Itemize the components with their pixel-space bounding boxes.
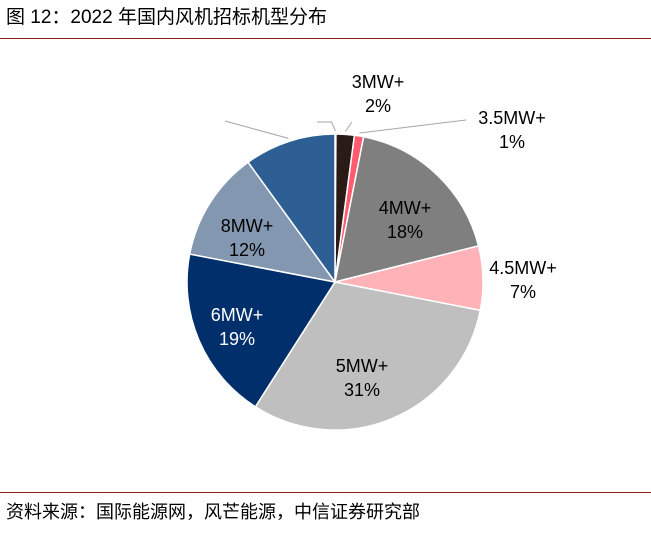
pie-slice-8mw	[188, 161, 337, 284]
slice-label-value-3mw: 2%	[365, 96, 391, 116]
slice-label-name-8mw: 8MW+	[221, 216, 274, 236]
slice-label-value-6mw: 19%	[219, 329, 255, 349]
slice-label-name-10mw: 10MW+	[154, 109, 217, 129]
slice-label-value-2-xmw: 0.1%	[266, 96, 307, 116]
slice-label-name-4mw: 4MW+	[379, 198, 432, 218]
slice-label-value-4mw: 18%	[387, 222, 423, 242]
leader-line-3-5mw	[359, 119, 467, 134]
slice-label-value-10mw: 10%	[167, 133, 203, 153]
slice-labels: 2.XMW 0.1% 3MW+ 2% 3.5MW+ 1% 4MW+ 18% 4.5MW+ 7% 5M…	[154, 72, 557, 400]
chart-title: 图 12：2022 年国内风机招标机型分布	[6, 7, 327, 28]
pie-slice-6mw	[186, 253, 337, 408]
source-divider	[0, 492, 651, 493]
title-divider	[0, 38, 651, 39]
slice-label-value-5mw: 31%	[344, 380, 380, 400]
pie-slices	[186, 133, 484, 431]
source-note: 资料来源：国际能源网，风芒能源，中信证券研究部	[6, 502, 420, 522]
pie-slice-4mw	[334, 135, 480, 284]
slice-label-value-8mw: 12%	[229, 240, 265, 260]
leader-lines	[224, 119, 467, 139]
slice-label-name-3mw: 3MW+	[352, 72, 405, 92]
slice-label-value-4-5mw: 7%	[510, 282, 536, 302]
slice-label-value-3-5mw: 1%	[499, 132, 525, 152]
slice-label-name-6mw: 6MW+	[211, 305, 264, 325]
pie-slice-10mw	[247, 133, 336, 285]
leader-line-3mw	[345, 121, 353, 132]
slice-label-name-3-5mw: 3.5MW+	[478, 108, 546, 128]
slice-label-name-5mw: 5MW+	[336, 356, 389, 376]
slice-label-name-4-5mw: 4.5MW+	[489, 258, 557, 278]
slice-label-name-2-xmw: 2.XMW	[257, 72, 316, 92]
leader-line-2-xmw	[317, 121, 336, 132]
leader-line-10mw	[224, 120, 289, 139]
